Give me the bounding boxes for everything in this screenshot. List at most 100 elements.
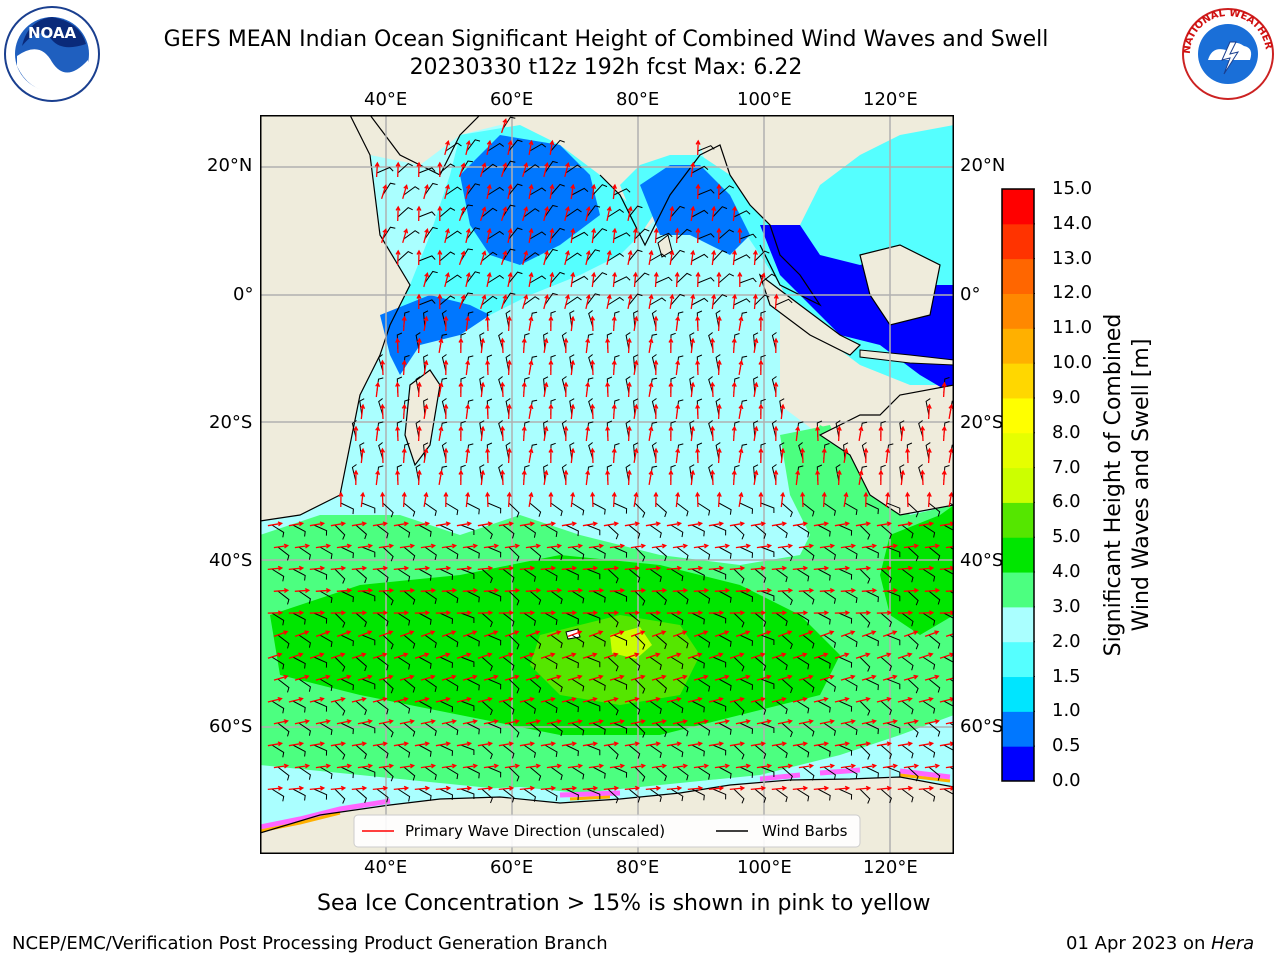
colorbar-tick-label: 1.5: [1052, 665, 1081, 687]
wave-direction-arrow: [585, 381, 591, 398]
wind-barb: [319, 590, 333, 603]
wave-direction-arrow: [687, 741, 704, 747]
wind-barb: [498, 376, 504, 394]
wind-barb: [334, 744, 346, 760]
wave-direction-arrow: [479, 162, 487, 177]
wave-direction-arrow: [627, 205, 633, 222]
wave-direction-arrow: [435, 652, 451, 659]
wave-direction-arrow: [437, 205, 443, 221]
wind-barb: [943, 700, 954, 708]
wind-barb: [697, 502, 711, 516]
wave-direction-arrow: [540, 565, 557, 571]
wind-barb: [561, 464, 567, 482]
wave-direction-arrow: [567, 543, 584, 549]
wind-barb: [355, 788, 367, 804]
wave-direction-arrow: [710, 425, 716, 442]
wind-barb: [655, 232, 673, 240]
wind-barb: [865, 634, 879, 647]
wave-direction-arrow: [462, 763, 479, 769]
wave-direction-arrow: [267, 652, 283, 659]
wave-direction-arrow: [771, 785, 788, 791]
wave-direction-arrow: [546, 674, 562, 681]
wave-direction-arrow: [606, 205, 612, 222]
wind-barb: [445, 502, 459, 516]
wave-direction-arrow: [729, 652, 745, 659]
wave-direction-arrow: [729, 610, 746, 616]
wind-barb: [613, 502, 628, 514]
wind-barb: [649, 744, 662, 759]
wave-direction-arrow: [651, 719, 667, 725]
wind-barb: [271, 700, 285, 714]
wind-barb: [313, 744, 328, 756]
wind-barb: [823, 722, 836, 736]
wave-direction-arrow: [288, 521, 305, 527]
wind-barb: [628, 700, 641, 715]
colorbar-cell: [1002, 328, 1034, 364]
wave-direction-arrow: [444, 272, 450, 288]
nws-logo: NATIONAL WEATHER SERVICE: [1174, 0, 1278, 102]
wave-direction-arrow: [416, 469, 422, 486]
wind-barb: [670, 568, 684, 582]
wave-direction-arrow: [522, 294, 529, 309]
wave-direction-arrow: [798, 719, 814, 725]
wave-direction-arrow: [716, 403, 722, 420]
lat-left-label: 0°: [233, 284, 254, 305]
wind-barb: [739, 722, 754, 734]
wind-barb: [670, 524, 684, 538]
wave-direction-arrow: [401, 315, 407, 332]
wave-direction-arrow: [443, 359, 449, 376]
wind-barb: [523, 788, 536, 802]
wave-direction-arrow: [416, 249, 422, 266]
wind-barb: [775, 524, 788, 539]
wave-direction-arrow: [624, 610, 641, 616]
wave-direction-arrow: [498, 741, 515, 747]
wave-direction-arrow: [548, 447, 554, 464]
wind-barb: [708, 332, 714, 350]
wave-direction-arrow: [330, 696, 346, 703]
wind-barb: [655, 546, 667, 562]
wave-direction-arrow: [546, 588, 563, 594]
wind-barb: [292, 524, 306, 537]
wind-barb: [487, 502, 502, 514]
wind-barb: [718, 634, 732, 647]
wave-direction-arrow: [732, 249, 738, 266]
wave-direction-arrow: [456, 521, 473, 527]
wind-barb: [334, 612, 346, 628]
wind-barb: [586, 612, 601, 624]
wind-barb: [466, 722, 480, 735]
wind-barb: [592, 228, 608, 240]
wave-direction-arrow: [435, 696, 451, 703]
wave-direction-arrow: [836, 469, 842, 486]
wave-direction-arrow: [903, 630, 919, 638]
wave-direction-arrow: [548, 315, 554, 332]
wave-direction-arrow: [399, 588, 416, 594]
wave-direction-arrow: [441, 588, 458, 594]
wind-barb: [418, 568, 432, 581]
wind-barb: [487, 230, 504, 240]
wind-barb: [760, 590, 775, 601]
wave-direction-arrow: [374, 161, 380, 178]
wind-barb: [781, 546, 793, 562]
wave-direction-arrow: [731, 425, 737, 442]
wave-direction-arrow: [416, 293, 422, 310]
wave-direction-arrow: [485, 403, 491, 420]
wave-direction-arrow: [611, 359, 617, 376]
wave-direction-arrow: [653, 447, 659, 464]
wave-direction-arrow: [711, 205, 717, 222]
wind-barb: [543, 376, 549, 394]
colorbar-cell: [1002, 711, 1034, 747]
wind-barb: [592, 590, 606, 603]
wind-barb: [712, 568, 727, 580]
wave-direction-arrow: [540, 652, 556, 659]
wave-direction-arrow: [924, 719, 940, 725]
wind-barb: [633, 442, 639, 460]
wind-barb: [886, 678, 901, 690]
wind-barb: [340, 766, 354, 779]
wave-direction-arrow: [500, 118, 508, 133]
wave-direction-arrow: [690, 337, 696, 354]
wind-barb: [718, 273, 735, 284]
wave-direction-arrow: [378, 674, 394, 681]
wind-barb: [418, 167, 436, 174]
wind-barb: [613, 634, 628, 646]
wave-direction-arrow: [402, 184, 409, 199]
